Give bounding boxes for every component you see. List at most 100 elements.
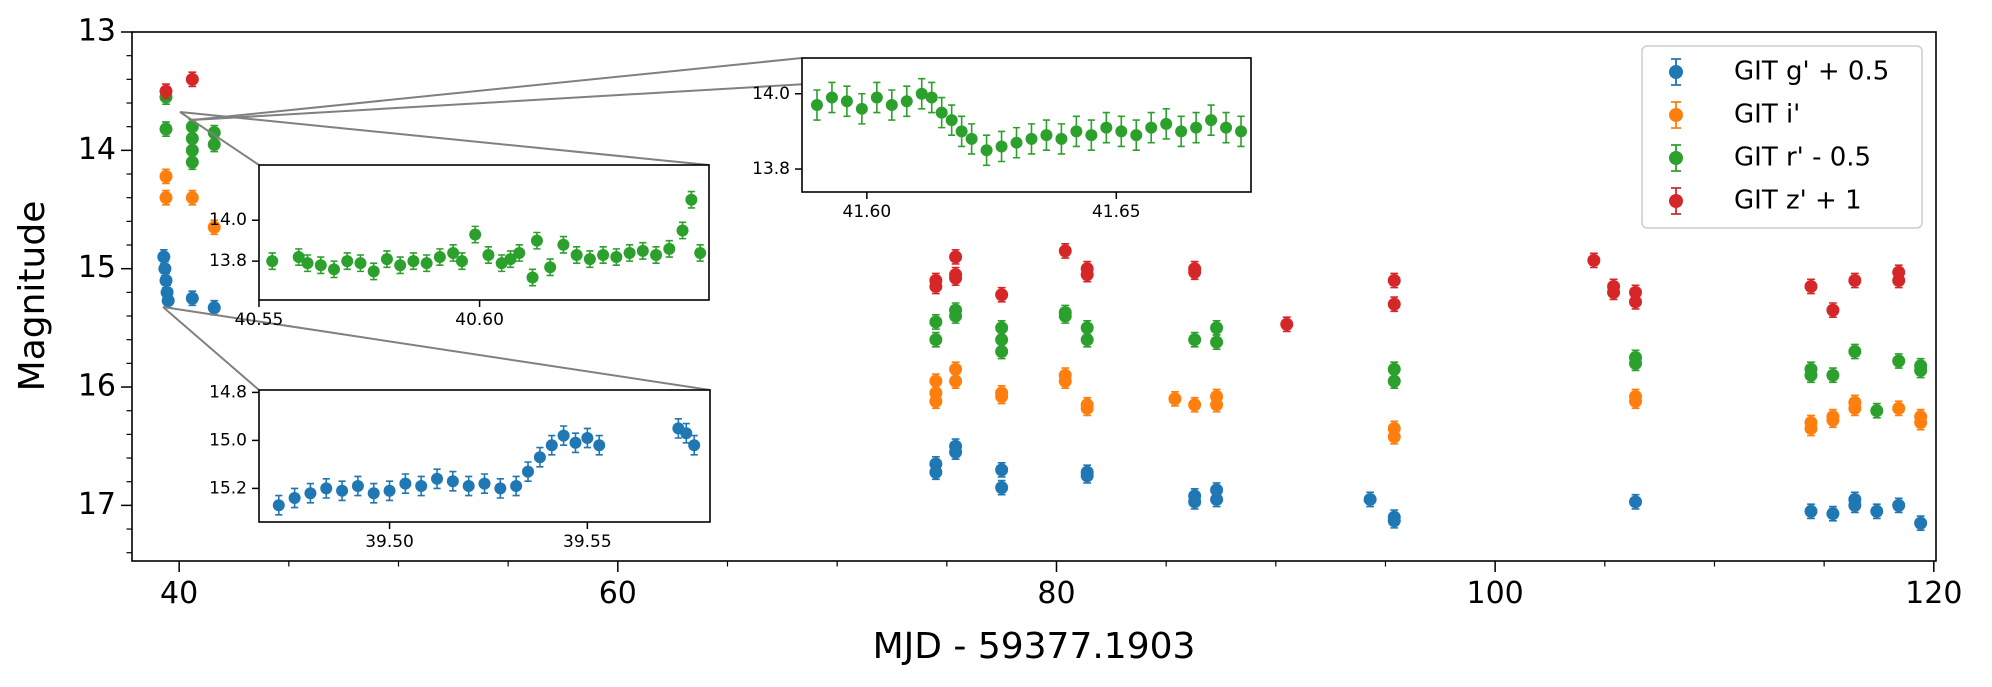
data-point: [597, 249, 610, 261]
data-point: [1130, 129, 1143, 142]
data-point: [1387, 362, 1401, 376]
data-point: [1892, 498, 1906, 512]
data-point: [1914, 416, 1928, 430]
data-point: [482, 249, 495, 261]
x-tick-label: 41.60: [843, 202, 892, 222]
data-point: [925, 91, 938, 104]
data-point: [557, 429, 570, 442]
data-point: [840, 95, 853, 108]
x-tick-label: 41.65: [1092, 202, 1141, 222]
data-point: [433, 251, 446, 264]
data-point: [1363, 492, 1377, 506]
data-point: [320, 482, 333, 495]
data-point: [161, 294, 175, 308]
plot-background: [259, 165, 709, 300]
legend-label: GIT z' + 1: [1734, 186, 1862, 216]
data-point: [272, 499, 285, 512]
data-point: [545, 439, 558, 452]
data-point: [478, 477, 491, 490]
data-point: [929, 394, 943, 408]
connector: [191, 57, 803, 121]
data-point: [207, 126, 221, 140]
data-point: [1115, 125, 1128, 138]
y-tick-label: 16: [78, 369, 116, 404]
data-point: [1629, 394, 1643, 408]
data-point: [1280, 317, 1294, 331]
data-point: [455, 255, 468, 268]
data-point: [447, 246, 460, 259]
data-point: [1892, 354, 1906, 368]
data-point: [570, 249, 583, 261]
data-point: [494, 482, 507, 495]
data-point: [955, 125, 968, 138]
data-point: [351, 480, 364, 492]
x-tick-label: 39.55: [563, 532, 612, 552]
data-point: [1210, 492, 1224, 506]
data-point: [1058, 244, 1072, 258]
data-point: [610, 251, 623, 264]
data-point: [304, 487, 317, 500]
data-point: [995, 140, 1008, 153]
data-point: [1629, 495, 1643, 509]
data-point: [1188, 398, 1202, 412]
x-tick-label: 40.55: [235, 310, 284, 330]
data-point: [407, 255, 420, 268]
data-point: [915, 87, 928, 100]
data-point: [949, 374, 963, 388]
data-point: [1826, 368, 1840, 382]
connector: [162, 306, 260, 391]
data-point: [288, 492, 301, 504]
data-point: [530, 234, 543, 247]
legend-marker: [1669, 194, 1683, 208]
data-point: [1220, 121, 1233, 134]
data-point: [1085, 129, 1098, 142]
data-point: [1804, 504, 1818, 518]
data-point: [431, 472, 444, 485]
plot-frame: [258, 164, 710, 301]
inset-plot: 41.60 41.65 14.0 13.8: [752, 57, 1252, 222]
data-point: [185, 191, 199, 205]
data-point: [583, 253, 596, 266]
data-point: [995, 321, 1009, 335]
data-point: [1058, 309, 1072, 323]
x-tick-label: 120: [1905, 576, 1962, 611]
legend-marker: [1669, 108, 1683, 122]
legend-marker: [1669, 151, 1683, 165]
data-point: [185, 155, 199, 169]
data-point: [685, 193, 698, 206]
data-point: [995, 481, 1009, 495]
data-point: [1210, 321, 1224, 335]
x-tick-label: 80: [1037, 576, 1075, 611]
data-point: [526, 271, 539, 284]
data-point: [1629, 285, 1643, 299]
data-point: [995, 390, 1009, 404]
data-point: [1387, 274, 1401, 288]
data-point: [569, 436, 582, 449]
data-point: [341, 255, 354, 268]
y-tick-label: 14: [78, 132, 116, 167]
data-point: [694, 246, 707, 259]
data-point: [1804, 279, 1818, 293]
data-point: [688, 439, 701, 452]
data-point: [159, 169, 173, 183]
x-tick-label: 100: [1467, 576, 1524, 611]
data-point: [207, 220, 221, 234]
data-point: [185, 143, 199, 157]
x-tick-label: 60: [599, 576, 637, 611]
data-point: [929, 315, 943, 329]
data-point: [1210, 398, 1224, 412]
data-point: [885, 99, 898, 112]
data-point: [157, 250, 171, 264]
data-point: [367, 487, 380, 500]
data-point: [676, 224, 689, 237]
data-point: [1040, 129, 1053, 142]
data-point: [949, 309, 963, 323]
data-point: [1210, 483, 1224, 497]
data-point: [980, 144, 993, 157]
data-point: [1190, 121, 1203, 134]
y-tick-label: 14.0: [209, 210, 247, 230]
inset-plot: 40.55 40.60 14.0 13.8: [209, 164, 710, 330]
data-point: [1629, 356, 1643, 370]
data-point: [1010, 136, 1023, 149]
